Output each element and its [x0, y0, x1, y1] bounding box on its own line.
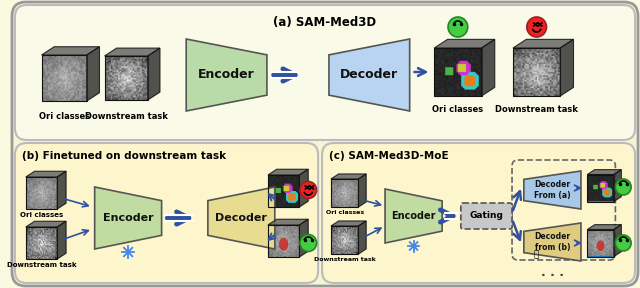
Text: Encoder: Encoder — [103, 213, 154, 223]
Polygon shape — [513, 39, 573, 48]
Polygon shape — [331, 221, 366, 226]
Bar — [331, 226, 358, 254]
Polygon shape — [524, 223, 581, 261]
Polygon shape — [300, 169, 308, 207]
Bar — [588, 175, 614, 202]
Text: Decoder: Decoder — [340, 69, 398, 82]
Polygon shape — [588, 225, 621, 230]
Text: Downstream task: Downstream task — [314, 257, 376, 262]
Bar — [26, 177, 57, 209]
Circle shape — [616, 235, 631, 251]
Bar — [104, 56, 148, 100]
Bar — [42, 55, 87, 101]
Text: Decoder
From (a): Decoder From (a) — [534, 180, 571, 200]
Bar — [268, 175, 300, 207]
Polygon shape — [614, 170, 621, 202]
Text: (c) SAM-Med3D-MoE: (c) SAM-Med3D-MoE — [329, 151, 449, 161]
FancyBboxPatch shape — [12, 2, 638, 286]
Text: Ori classes: Ori classes — [20, 212, 63, 218]
Text: Ori classes: Ori classes — [38, 112, 90, 121]
Circle shape — [448, 17, 468, 37]
Polygon shape — [87, 47, 99, 101]
Circle shape — [300, 181, 317, 198]
Text: Downstream task: Downstream task — [495, 105, 578, 114]
Polygon shape — [358, 221, 366, 254]
Polygon shape — [385, 189, 442, 243]
FancyBboxPatch shape — [461, 203, 512, 229]
Polygon shape — [614, 225, 621, 257]
Polygon shape — [104, 48, 160, 56]
Circle shape — [527, 17, 547, 37]
Polygon shape — [300, 219, 308, 257]
Polygon shape — [148, 48, 160, 100]
Polygon shape — [208, 187, 275, 249]
FancyBboxPatch shape — [322, 143, 635, 283]
Polygon shape — [95, 187, 162, 249]
Text: Decoder
from (b): Decoder from (b) — [534, 232, 570, 252]
Bar — [268, 225, 300, 257]
Polygon shape — [524, 171, 581, 209]
Polygon shape — [435, 39, 495, 48]
Text: Downstream task: Downstream task — [6, 262, 76, 268]
Circle shape — [300, 234, 317, 251]
Bar — [26, 227, 57, 259]
Circle shape — [616, 179, 631, 195]
FancyBboxPatch shape — [15, 143, 318, 283]
Text: Gating: Gating — [470, 211, 504, 221]
Text: Encoder: Encoder — [198, 69, 255, 82]
Polygon shape — [329, 39, 410, 111]
Text: Ori classes: Ori classes — [433, 105, 483, 114]
Ellipse shape — [596, 240, 605, 251]
Text: 🔥: 🔥 — [534, 251, 540, 259]
Polygon shape — [57, 171, 66, 209]
Text: Encoder: Encoder — [391, 211, 436, 221]
Polygon shape — [26, 221, 66, 227]
Polygon shape — [560, 39, 573, 96]
Text: Decoder: Decoder — [216, 213, 268, 223]
Polygon shape — [358, 174, 366, 207]
Polygon shape — [481, 39, 495, 96]
Text: Downstream task: Downstream task — [84, 112, 168, 121]
Polygon shape — [42, 47, 99, 55]
FancyBboxPatch shape — [15, 5, 635, 140]
Ellipse shape — [279, 238, 289, 251]
Bar — [331, 179, 358, 207]
Text: (b) Finetuned on downstream task: (b) Finetuned on downstream task — [22, 151, 226, 161]
Polygon shape — [268, 219, 308, 225]
Polygon shape — [57, 221, 66, 259]
Text: Ori classes: Ori classes — [326, 210, 364, 215]
Bar — [588, 230, 614, 257]
Polygon shape — [186, 39, 267, 111]
Text: . . .: . . . — [541, 266, 564, 279]
Bar — [435, 48, 481, 96]
Bar — [513, 48, 560, 96]
Text: (a) SAM-Med3D: (a) SAM-Med3D — [273, 16, 376, 29]
Polygon shape — [268, 169, 308, 175]
Polygon shape — [331, 174, 366, 179]
Polygon shape — [26, 171, 66, 177]
Polygon shape — [588, 170, 621, 175]
